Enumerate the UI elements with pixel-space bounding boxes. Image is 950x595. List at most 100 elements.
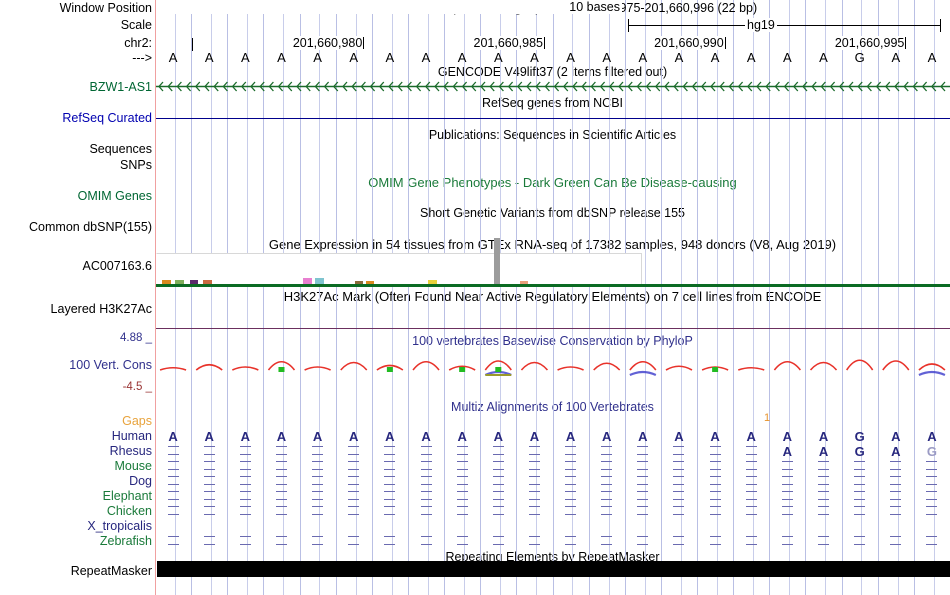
alignment-match-dashes — [227, 489, 263, 504]
species-label-dog[interactable]: Dog — [129, 474, 152, 488]
gtex-tissue-bar — [428, 280, 437, 284]
alignment-match-dashes — [191, 534, 227, 549]
alignment-match-dashes — [769, 474, 805, 489]
gtex-tissue-bar — [203, 280, 212, 284]
phylop-base-score — [557, 366, 584, 371]
track-label-layered-h3k27ac[interactable]: Layered H3K27Ac — [50, 302, 152, 316]
alignment-base: A — [312, 429, 323, 444]
alignment-base: A — [782, 429, 793, 444]
alignment-match-dashes — [733, 444, 769, 459]
alignment-base: A — [421, 429, 431, 444]
alignment-match-dashes — [444, 534, 480, 549]
alignment-match-dashes — [697, 504, 733, 519]
species-label-mouse[interactable]: Mouse — [114, 459, 152, 473]
alignment-match-dashes — [661, 489, 697, 504]
species-label-chicken[interactable]: Chicken — [106, 504, 152, 518]
alignment-match-dashes — [516, 489, 552, 504]
alignment-match-dashes — [372, 474, 408, 489]
gtex-tissue-bar — [355, 281, 363, 284]
alignment-match-dashes — [263, 534, 299, 549]
track-label-sequences[interactable]: Sequences — [89, 142, 152, 156]
alignment-match-dashes — [263, 474, 299, 489]
phylop-base-score — [809, 361, 838, 371]
species-label-elephant[interactable]: Elephant — [102, 489, 152, 503]
alignment-base: A — [927, 429, 937, 444]
alignment-match-dashes — [300, 474, 336, 489]
track-label-repeatmasker[interactable]: RepeatMasker — [70, 564, 152, 578]
reference-base: A — [313, 50, 322, 65]
track-label-common-dbsnp[interactable]: Common dbSNP(155) — [29, 220, 152, 234]
alignment-match-dashes — [589, 534, 625, 549]
phylop-variant-mark — [459, 367, 466, 372]
species-label-rhesus[interactable]: Rhesus — [109, 444, 152, 458]
track-label-refseq-curated[interactable]: RefSeq Curated — [62, 111, 152, 125]
reference-base: A — [493, 50, 503, 65]
alignment-match-dashes — [661, 474, 697, 489]
alignment-match-dashes — [914, 534, 950, 549]
alignment-match-dashes — [480, 474, 516, 489]
reference-base: A — [819, 50, 828, 65]
gencode-gene-strip[interactable] — [155, 80, 950, 93]
alignment-match-dashes — [769, 534, 805, 549]
phylop-base-score — [629, 360, 657, 371]
alignment-match-dashes — [733, 534, 769, 549]
alignment-match-dashes — [300, 504, 336, 519]
phylop-base-score — [593, 362, 621, 371]
alignment-match-dashes — [733, 459, 769, 474]
alignment-match-dashes — [769, 504, 805, 519]
alignment-match-dashes — [480, 444, 516, 459]
alignment-match-dashes — [805, 474, 841, 489]
alignment-match-dashes — [914, 474, 950, 489]
phylop-base-score — [448, 365, 476, 371]
alignment-match-dashes — [444, 459, 480, 474]
alignment-match-dashes — [336, 534, 372, 549]
assembly-badge: hg19 — [745, 18, 777, 32]
species-label-x_tropicalis[interactable]: X_tropicalis — [87, 519, 152, 533]
alignment-match-dashes — [263, 504, 299, 519]
gtex-expression-panel[interactable] — [156, 253, 642, 285]
repeatmasker-bar[interactable] — [157, 561, 950, 577]
alignment-match-dashes — [408, 474, 444, 489]
alignment-match-dashes — [480, 534, 516, 549]
phylop-base-score — [845, 359, 874, 371]
track-label-100-vert-cons[interactable]: 100 Vert. Cons — [69, 358, 152, 372]
track-label-omim-genes[interactable]: OMIM Genes — [77, 189, 152, 203]
alignment-match-dashes — [697, 534, 733, 549]
alignment-match-dashes — [155, 504, 191, 519]
track-label-ac007163[interactable]: AC007163.6 — [82, 259, 152, 273]
h3k27ac-bottom-line — [155, 328, 950, 329]
species-label-human[interactable]: Human — [111, 429, 152, 443]
alignment-match-dashes — [553, 489, 589, 504]
alignment-match-dashes — [191, 474, 227, 489]
alignment-match-dashes — [480, 504, 516, 519]
conservation-max-tick: 4.88 _ — [120, 332, 152, 344]
track-label-snps[interactable]: SNPs — [120, 158, 152, 172]
species-label-zebrafish[interactable]: Zebrafish — [99, 534, 152, 548]
alignment-match-dashes — [372, 459, 408, 474]
alignment-match-dashes — [227, 459, 263, 474]
alignment-match-dashes — [733, 504, 769, 519]
phylop-base-score — [376, 364, 404, 371]
track-title-repeatmasker: Repeating Elements by RepeatMasker — [445, 550, 660, 564]
multiz-gap-count: 1 — [764, 412, 771, 424]
alignment-match-dashes — [155, 459, 191, 474]
alignment-match-dashes — [697, 474, 733, 489]
alignment-match-dashes — [733, 489, 769, 504]
alignment-match-dashes — [336, 474, 372, 489]
track-label-bzw1-as1[interactable]: BZW1-AS1 — [89, 80, 152, 94]
alignment-match-dashes — [336, 504, 372, 519]
alignment-base: A — [204, 429, 214, 444]
phylop-conservation-plot[interactable] — [155, 352, 950, 387]
alignment-match-dashes — [155, 534, 191, 549]
alignment-match-dashes — [878, 489, 914, 504]
conservation-min-tick: -4.5 _ — [122, 381, 152, 393]
alignment-match-dashes — [336, 489, 372, 504]
alignment-match-dashes — [553, 504, 589, 519]
alignment-match-dashes — [625, 504, 661, 519]
alignment-match-dashes — [805, 459, 841, 474]
alignment-base: A — [565, 429, 576, 444]
track-label-gaps[interactable]: Gaps — [122, 414, 152, 428]
alignment-match-dashes — [878, 504, 914, 519]
track-title-dbsnp: Short Genetic Variants from dbSNP releas… — [420, 206, 685, 220]
